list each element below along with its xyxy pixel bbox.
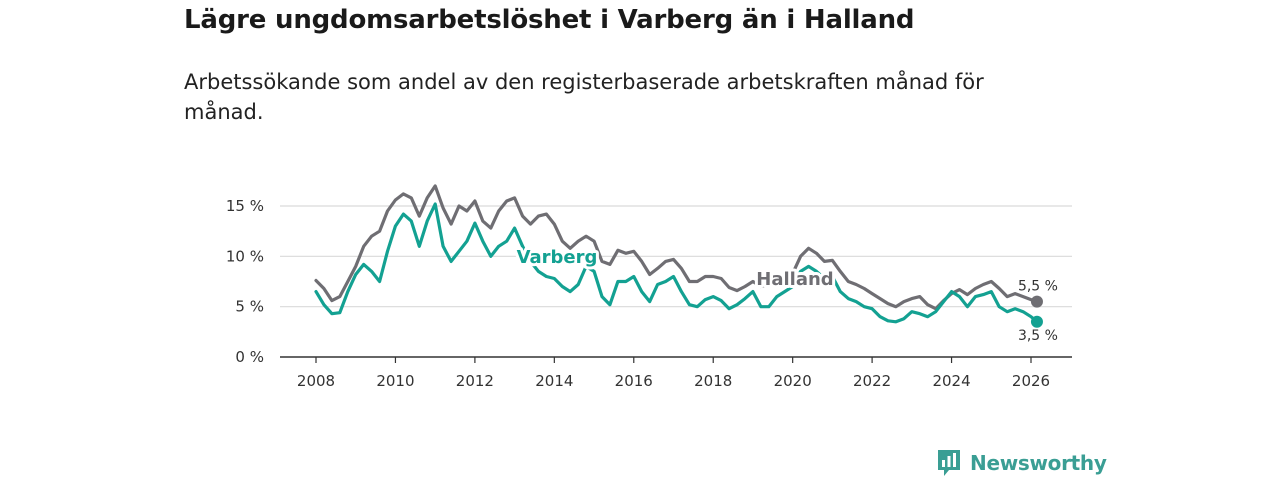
x-tick-label: 2020 [774, 372, 812, 390]
x-tick-label: 2016 [615, 372, 653, 390]
x-tick-label: 2026 [1012, 372, 1050, 390]
end-label-varberg: 3,5 % [1018, 328, 1058, 344]
chart-title: Lägre ungdomsarbetslöshet i Varberg än i… [184, 5, 915, 35]
x-tick-label: 2022 [853, 372, 891, 390]
x-tick-label: 2010 [376, 372, 414, 390]
x-tick-label: 2012 [456, 372, 494, 390]
x-tick-label: 2024 [932, 372, 970, 390]
series-labels: Varberg Halland 5,5 % 3,5 % [514, 244, 1058, 344]
end-label-halland: 5,5 % [1018, 279, 1058, 295]
series-label-halland: Halland [756, 269, 833, 290]
x-tick-label: 2018 [694, 372, 732, 390]
end-point-halland [1030, 295, 1043, 308]
y-axis-ticks: 0 % 5 % 10 % 15 % [226, 197, 264, 366]
series-lines [314, 184, 1043, 328]
brand-name: Newsworthy [970, 451, 1107, 475]
y-tick-label: 15 % [226, 197, 264, 215]
bar-chart-icon [938, 450, 960, 476]
series-label-varberg: Varberg [517, 247, 598, 268]
x-tick-label: 2014 [535, 372, 573, 390]
chart-subtitle: Arbetssökande som andel av den registerb… [184, 70, 984, 124]
series-line-varberg [314, 202, 1039, 324]
y-tick-label: 5 % [235, 298, 264, 316]
y-tick-label: 10 % [226, 247, 264, 265]
y-tick-label: 0 % [235, 348, 264, 366]
end-point-varberg [1030, 315, 1043, 328]
series-line-halland [314, 184, 1039, 311]
newsworthy-logo: Newsworthy [936, 448, 1107, 478]
x-tick-label: 2008 [297, 372, 335, 390]
x-axis: 2008 2010 2012 2014 2016 2018 2020 2022 2024 2026 [280, 356, 1072, 390]
